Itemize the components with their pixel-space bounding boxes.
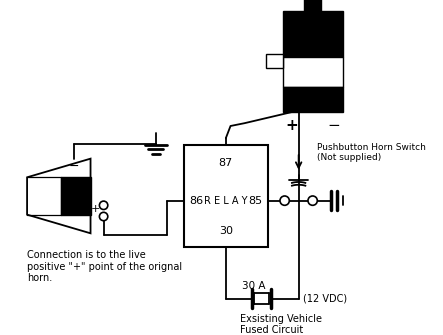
Bar xyxy=(283,11,343,57)
Circle shape xyxy=(280,196,289,205)
Text: Pushbutton Horn Switch
(Not supplied): Pushbutton Horn Switch (Not supplied) xyxy=(317,143,426,162)
Text: Connection is to the live
positive "+" point of the orignal
horn.: Connection is to the live positive "+" p… xyxy=(27,250,182,283)
Text: +: + xyxy=(286,118,299,133)
Text: 87: 87 xyxy=(219,158,233,168)
Text: (12 VDC): (12 VDC) xyxy=(303,294,347,304)
Text: R E L A Y: R E L A Y xyxy=(204,196,248,206)
Text: 86: 86 xyxy=(189,196,203,206)
Text: 30 A: 30 A xyxy=(242,281,266,290)
Bar xyxy=(61,177,90,215)
Text: Exsisting Vehicle
Fused Circuit: Exsisting Vehicle Fused Circuit xyxy=(240,314,322,335)
Text: +: + xyxy=(90,204,100,214)
Bar xyxy=(304,0,321,11)
Circle shape xyxy=(99,201,108,209)
Circle shape xyxy=(308,196,317,205)
Text: −: − xyxy=(328,118,341,133)
Text: 30: 30 xyxy=(219,225,233,236)
Text: 85: 85 xyxy=(249,196,263,206)
Bar xyxy=(283,87,343,112)
Circle shape xyxy=(99,212,108,221)
Text: −: − xyxy=(69,159,79,173)
Bar xyxy=(266,54,283,68)
Bar xyxy=(283,57,343,87)
Bar xyxy=(184,145,268,247)
